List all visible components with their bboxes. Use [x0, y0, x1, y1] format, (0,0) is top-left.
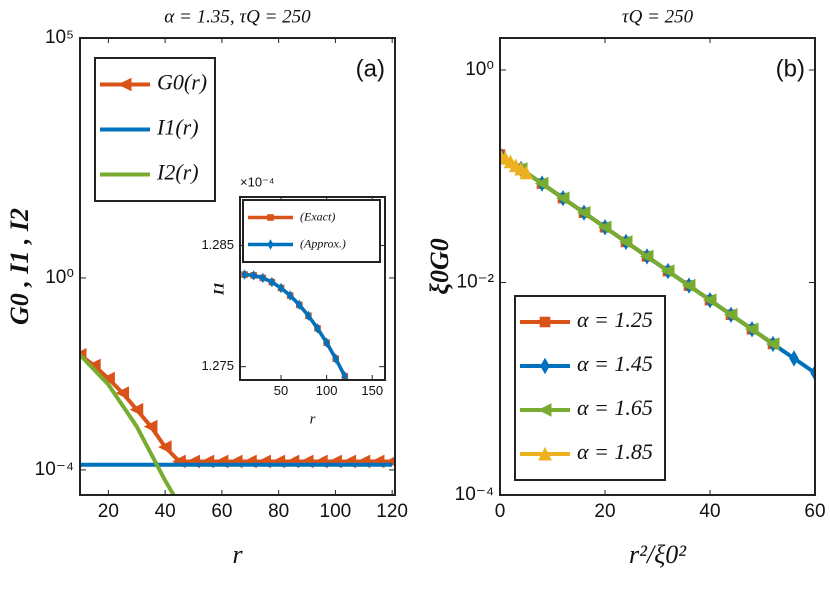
axes-frame	[79, 37, 396, 496]
axes-frame	[499, 37, 816, 496]
y-tick-label: 10⁵	[45, 27, 74, 48]
x-tick-label: 60	[804, 501, 825, 522]
legend-label: α = 1.45	[577, 351, 653, 376]
x-tick-label: 40	[155, 501, 176, 522]
marker	[576, 205, 591, 220]
legend-box	[514, 295, 666, 481]
marker	[101, 371, 115, 386]
marker	[810, 364, 815, 382]
marker	[537, 403, 552, 417]
y-tick-label: 10⁰	[465, 59, 494, 80]
chart-title: τQ = 250	[622, 6, 694, 27]
panel-label: (b)	[776, 55, 805, 82]
marker	[250, 270, 257, 281]
x-axis-label: r²/ξ0²	[629, 540, 687, 569]
marker	[597, 220, 612, 235]
y-tick-label: 1.275	[201, 358, 234, 373]
y-tick-label: 10⁻⁴	[35, 459, 74, 480]
y-axis-label: I1	[211, 282, 227, 296]
panel-label: (a)	[356, 55, 385, 82]
x-tick-label: 80	[268, 501, 289, 522]
marker	[314, 323, 321, 334]
x-tick-label: 0	[495, 501, 506, 522]
legend-label: I1(r)	[156, 115, 199, 140]
legend-label: α = 1.85	[577, 439, 653, 464]
x-tick-label: 20	[98, 501, 119, 522]
legend-label: α = 1.25	[577, 307, 653, 332]
x-tick-label: 50	[274, 383, 288, 398]
marker	[539, 316, 551, 328]
marker	[723, 307, 738, 322]
axis-multiplier: ×10⁻⁴	[240, 174, 275, 189]
legend-label: (Exact)	[300, 209, 335, 223]
y-tick-label: 10⁻²	[457, 272, 495, 293]
marker	[241, 269, 248, 280]
marker	[341, 371, 348, 380]
series-group	[80, 348, 395, 495]
marker	[143, 419, 158, 434]
marker	[115, 386, 130, 400]
marker	[323, 337, 330, 348]
y-axis-label: G0 , I1 , I2	[5, 208, 34, 325]
marker	[267, 214, 274, 221]
legend-label: (Approx.)	[300, 236, 346, 250]
marker	[765, 337, 780, 351]
series-line	[80, 353, 176, 495]
legend-box	[242, 199, 381, 263]
marker	[267, 239, 274, 250]
marker	[259, 272, 266, 284]
marker	[129, 402, 144, 417]
marker	[639, 249, 654, 264]
x-tick-label: 150	[361, 383, 383, 398]
marker	[789, 350, 799, 367]
y-tick-label: 10⁻⁴	[455, 484, 494, 505]
y-axis-label: ξ0G0	[425, 238, 454, 294]
x-tick-label: 60	[211, 501, 232, 522]
marker	[332, 353, 339, 364]
legend-label: I2(r)	[156, 160, 199, 185]
y-tick-label: 10⁰	[45, 267, 74, 288]
marker	[287, 290, 294, 301]
x-tick-label: 100	[320, 501, 352, 522]
x-tick-label: 40	[699, 501, 720, 522]
x-axis-label: r	[232, 540, 243, 569]
series-group	[500, 146, 815, 382]
marker	[305, 310, 312, 321]
marker	[540, 357, 550, 375]
marker	[660, 264, 675, 278]
x-tick-label: 20	[594, 501, 615, 522]
marker	[538, 446, 552, 461]
marker	[278, 282, 285, 294]
marker	[268, 276, 275, 288]
x-axis-label: r	[310, 411, 316, 427]
chart-title: α = 1.35, τQ = 250	[164, 6, 311, 27]
x-tick-label: 120	[376, 501, 408, 522]
marker	[519, 165, 534, 180]
legend-label: G0(r)	[157, 70, 207, 95]
marker	[555, 191, 570, 205]
marker	[744, 322, 759, 337]
marker	[117, 77, 132, 92]
panel: 50 100 150 1.275 1.285 ×10⁻⁴ r I1 (Exact) (Approx…	[201, 174, 386, 427]
panel: 0 20 40 60 10⁻⁴ 10⁻² 10⁰ τQ = 250 (b) r²/ξ0² ξ0G0 α…	[425, 6, 826, 569]
series-group	[241, 269, 349, 380]
marker	[702, 293, 717, 307]
axes-frame	[239, 196, 386, 381]
marker	[618, 235, 633, 249]
marker	[534, 176, 549, 191]
marker	[296, 299, 303, 311]
x-tick-label: 100	[316, 383, 338, 398]
marker	[681, 278, 696, 293]
legend-label: α = 1.65	[577, 395, 653, 420]
marker	[158, 440, 172, 454]
y-tick-label: 1.285	[201, 237, 234, 252]
